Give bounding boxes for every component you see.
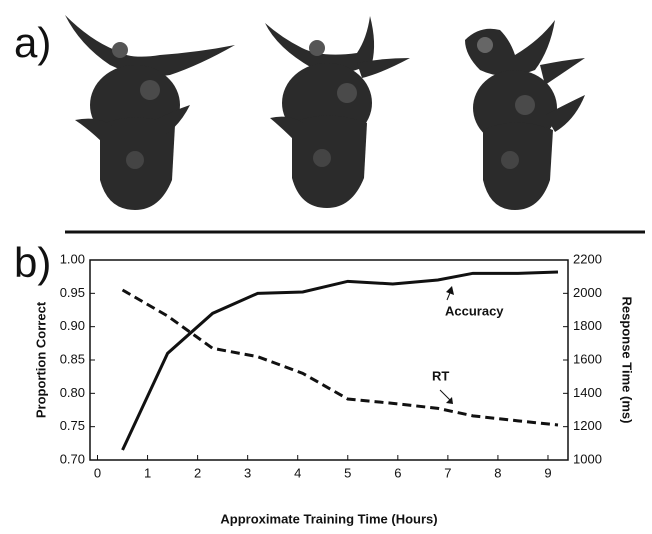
y-tick-label: 0.75 — [60, 418, 85, 433]
x-tick-label: 6 — [394, 465, 401, 480]
y-tick-label: 1.00 — [60, 251, 85, 266]
plot-frame — [90, 260, 568, 460]
y-tick-label: 0.70 — [60, 451, 85, 466]
y2-axis-title: Response Time (ms) — [620, 297, 635, 424]
y2-tick-label: 1800 — [573, 318, 602, 333]
series-annotation: RT — [432, 368, 449, 383]
x-tick-label: 1 — [144, 465, 151, 480]
x-tick-label: 3 — [244, 465, 251, 480]
x-axis-title: Approximate Training Time (Hours) — [220, 511, 437, 526]
x-tick-label: 9 — [544, 465, 551, 480]
y2-tick-label: 2200 — [573, 251, 602, 266]
y2-tick-label: 1400 — [573, 385, 602, 400]
x-tick-label: 7 — [444, 465, 451, 480]
panel-label: a) — [14, 19, 51, 66]
y2-tick-label: 2000 — [573, 285, 602, 300]
object-images — [65, 15, 585, 210]
y2-tick-label: 1200 — [573, 418, 602, 433]
panel-label: b) — [14, 239, 51, 286]
x-tick-label: 4 — [294, 465, 301, 480]
y-axis-title: Proportion Correct — [33, 301, 48, 418]
greeble — [465, 20, 585, 210]
y-tick-label: 0.90 — [60, 318, 85, 333]
greeble — [265, 16, 410, 208]
x-tick-label: 2 — [194, 465, 201, 480]
x-tick-label: 0 — [94, 465, 101, 480]
y-tick-label: 0.85 — [60, 351, 85, 366]
y-tick-label: 0.95 — [60, 285, 85, 300]
series-line — [123, 272, 558, 450]
x-tick-label: 5 — [344, 465, 351, 480]
annotation-arrowhead — [446, 397, 453, 404]
y2-tick-label: 1000 — [573, 451, 602, 466]
y2-tick-label: 1600 — [573, 351, 602, 366]
figure: a) b) Approximate Training T — [0, 0, 652, 529]
y-tick-label: 0.80 — [60, 385, 85, 400]
x-tick-label: 8 — [494, 465, 501, 480]
series-annotation: Accuracy — [445, 303, 504, 318]
greeble — [65, 15, 235, 210]
